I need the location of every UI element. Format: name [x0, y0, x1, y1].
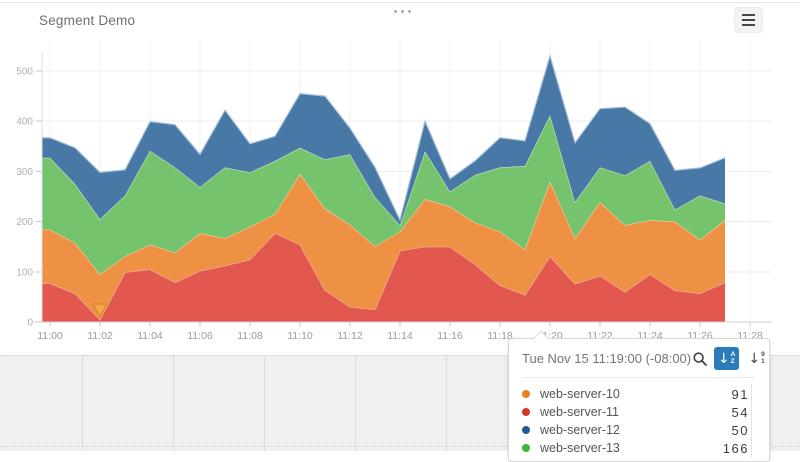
panel-top-border: [0, 2, 800, 3]
chart-tooltip: Tue Nov 15 11:19:00 (-08:00) ↓ A Z: [508, 330, 770, 462]
legend-row[interactable]: web-server-12 50: [522, 421, 749, 439]
sort-numeric-bottom-digit: 1: [761, 357, 765, 365]
area-web-server-13: [42, 115, 725, 275]
tooltip-divider: [522, 377, 755, 378]
x-tick-label: 11:18: [487, 330, 513, 342]
drag-handle-icon[interactable]: [392, 8, 413, 15]
x-tick-label: 11:08: [237, 330, 263, 342]
sort-alphabetical-button[interactable]: ↓ A Z: [714, 347, 740, 370]
tooltip-header: Tue Nov 15 11:19:00 (-08:00) ↓ A Z: [509, 339, 769, 377]
x-tick-label: 11:00: [37, 330, 63, 342]
x-tick-label: 11:12: [337, 330, 363, 342]
legend-row[interactable]: web-server-13 166: [522, 439, 749, 457]
scrollbar-track[interactable]: [751, 383, 752, 457]
stacked-area-chart[interactable]: 0 100 200 300 400 500 11:00 11:02 11:04 11:06 11:0…: [0, 0, 800, 355]
area-edge-web-server-12: [42, 53, 726, 222]
down-arrow-icon: ↓: [717, 350, 730, 367]
series-value: 166: [722, 440, 749, 456]
area-web-server-11: [42, 233, 725, 322]
down-arrow-icon: ↓: [748, 350, 761, 367]
x-tick-label: 11:06: [187, 330, 213, 342]
tooltip-timestamp: Tue Nov 15 11:19:00 (-08:00): [522, 351, 692, 366]
series-color-dot-icon: [522, 408, 530, 416]
dashboard-grid-border: [0, 446, 800, 447]
legend-row[interactable]: web-server-10 91: [522, 385, 749, 403]
x-tick-label: 11:14: [387, 330, 413, 342]
sort-numeric-top-digit: 9: [761, 351, 765, 358]
sort-alpha-bottom-letter: Z: [730, 357, 735, 365]
series-color-dot-icon: [522, 390, 530, 398]
tooltip-legend: web-server-10 91 web-server-11 54 web-server…: [522, 385, 749, 457]
y-tick-label: 100: [16, 267, 33, 278]
x-tick-label: 11:02: [87, 330, 113, 342]
y-tick-label: 400: [16, 117, 33, 128]
series-name: web-server-10: [540, 387, 620, 401]
series-value: 50: [731, 422, 749, 438]
sort-alpha-top-letter: A: [730, 351, 736, 358]
x-tick-label: 11:10: [287, 330, 313, 342]
series-value: 54: [731, 404, 749, 420]
search-icon[interactable]: [691, 350, 709, 368]
y-tick-label: 300: [16, 167, 33, 178]
area-web-server-12: [42, 55, 725, 226]
series-name: web-server-12: [540, 423, 620, 437]
series-color-dot-icon: [522, 444, 530, 452]
area-web-server-10: [42, 173, 725, 320]
y-tick-label: 0: [27, 318, 33, 329]
y-tick-label: 500: [16, 67, 33, 78]
x-tick-label: 11:04: [137, 330, 163, 342]
series-name: web-server-13: [540, 441, 620, 455]
series-value: 91: [731, 386, 749, 402]
panel-menu-button[interactable]: [734, 7, 763, 33]
series-color-dot-icon: [522, 426, 530, 434]
tooltip-toolbar: ↓ A Z ↓ 9 1: [691, 347, 769, 370]
panel-title: Segment Demo: [39, 13, 136, 28]
sort-numeric-button[interactable]: ↓ 9 1: [744, 347, 769, 370]
x-tick-label: 11:16: [437, 330, 463, 342]
event-marker-icon[interactable]: [92, 303, 108, 318]
legend-row[interactable]: web-server-11 54: [522, 403, 749, 421]
hamburger-icon: [742, 14, 755, 26]
series-name: web-server-11: [540, 405, 619, 419]
y-tick-label: 200: [16, 217, 33, 228]
